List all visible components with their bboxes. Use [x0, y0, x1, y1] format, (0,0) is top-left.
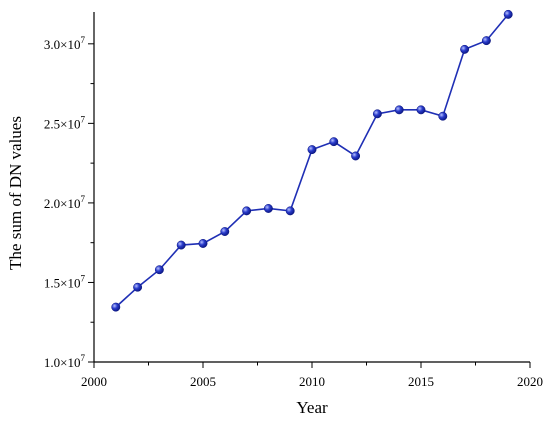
data-point — [481, 36, 491, 46]
x-tick-label: 2010 — [299, 374, 325, 389]
data-point — [503, 9, 513, 19]
data-point — [263, 204, 273, 213]
data-point — [351, 151, 361, 161]
y-tick-label: 2.0×107 — [44, 194, 86, 211]
data-point — [220, 227, 230, 236]
data-point — [111, 302, 121, 312]
data-point — [307, 145, 317, 155]
data-point — [154, 265, 164, 275]
series — [111, 9, 513, 312]
data-point — [416, 105, 426, 115]
tick-labels: 2000 2005 2010 2015 2020 1.0×107 1.5×107 2.0×10… — [44, 35, 543, 389]
x-tick-label: 2000 — [81, 374, 107, 389]
x-tick-label: 2020 — [517, 374, 543, 389]
y-tick-label: 2.5×107 — [44, 114, 86, 131]
y-tick-label: 1.5×107 — [44, 273, 86, 290]
data-point — [133, 282, 143, 292]
y-tick-label: 1.0×107 — [44, 353, 86, 370]
y-tick-label: 3.0×107 — [44, 35, 86, 52]
data-point — [460, 44, 470, 54]
data-point — [242, 206, 252, 216]
x-tick-label: 2015 — [408, 374, 434, 389]
data-point — [285, 206, 295, 216]
data-point — [438, 111, 448, 121]
data-point — [329, 137, 339, 147]
y-axis-title: The sum of DN values — [6, 116, 25, 270]
series-line — [115, 13, 509, 308]
data-point — [394, 105, 404, 115]
x-tick-label: 2005 — [190, 374, 216, 389]
data-point — [176, 240, 186, 250]
data-point — [372, 109, 382, 119]
data-point — [198, 239, 208, 248]
x-axis-title: Year — [296, 398, 328, 417]
axes — [88, 12, 531, 368]
